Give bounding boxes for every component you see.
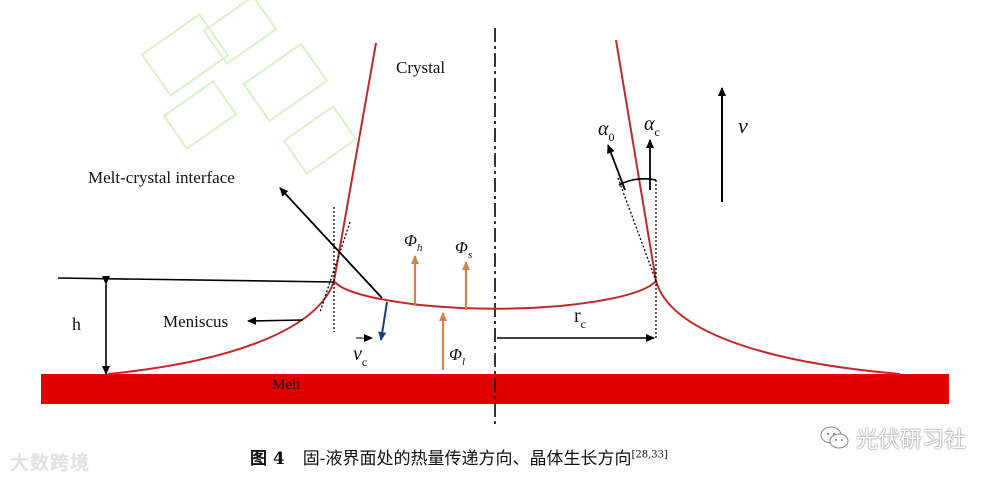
figure-caption: 图 4 固-液界面处的热量传递方向、晶体生长方向[28,33] [250, 444, 810, 469]
alpha0-label: α0 [598, 118, 615, 144]
dotted-tangent-right [617, 177, 657, 282]
caption-ref: [28,33] [631, 449, 668, 461]
h-label: h [72, 314, 81, 334]
meniscus-pointer [247, 316, 304, 325]
meniscus-label: Meniscus [163, 312, 228, 331]
phi-h-label: Φh [404, 231, 423, 254]
interface-curve [333, 280, 657, 310]
phi-l-label: Φl [449, 345, 465, 368]
alpha-arc [618, 178, 657, 186]
crystal-wall-left [333, 42, 377, 282]
interface-label: Melt-crystal interface [88, 168, 235, 187]
background-watermark-shapes [140, 0, 358, 175]
wechat-icon [820, 426, 849, 449]
watermark-left: 大数跨境 [10, 448, 90, 475]
figure-number: 图 4 [250, 449, 285, 469]
czochralski-diagram: Melt h Melt-crystal interface Meniscus C… [41, 0, 949, 425]
caption-text: 固-液界面处的热量传递方向、晶体生长方向 [302, 449, 632, 469]
vc-label: vc [353, 343, 367, 369]
alphac-label: αc [644, 113, 660, 139]
h-reference-line [57, 277, 335, 283]
rc-label: rc [574, 305, 586, 331]
alpha0-arrow [607, 144, 626, 191]
watermark-left-text: 大数跨境 [10, 452, 91, 474]
watermark-right-text: 光伏研习社 [856, 428, 967, 453]
interface-pointer [279, 187, 383, 299]
meniscus-right [655, 280, 901, 375]
phi-s-label: Φs [455, 238, 472, 261]
vc-arrow [378, 301, 388, 341]
v-label: v [738, 113, 748, 138]
crystal-label: Crystal [396, 58, 445, 77]
melt-label: Melt [272, 377, 301, 393]
watermark-right: 光伏研习社 [820, 422, 966, 454]
crystal-wall-right [615, 39, 657, 282]
